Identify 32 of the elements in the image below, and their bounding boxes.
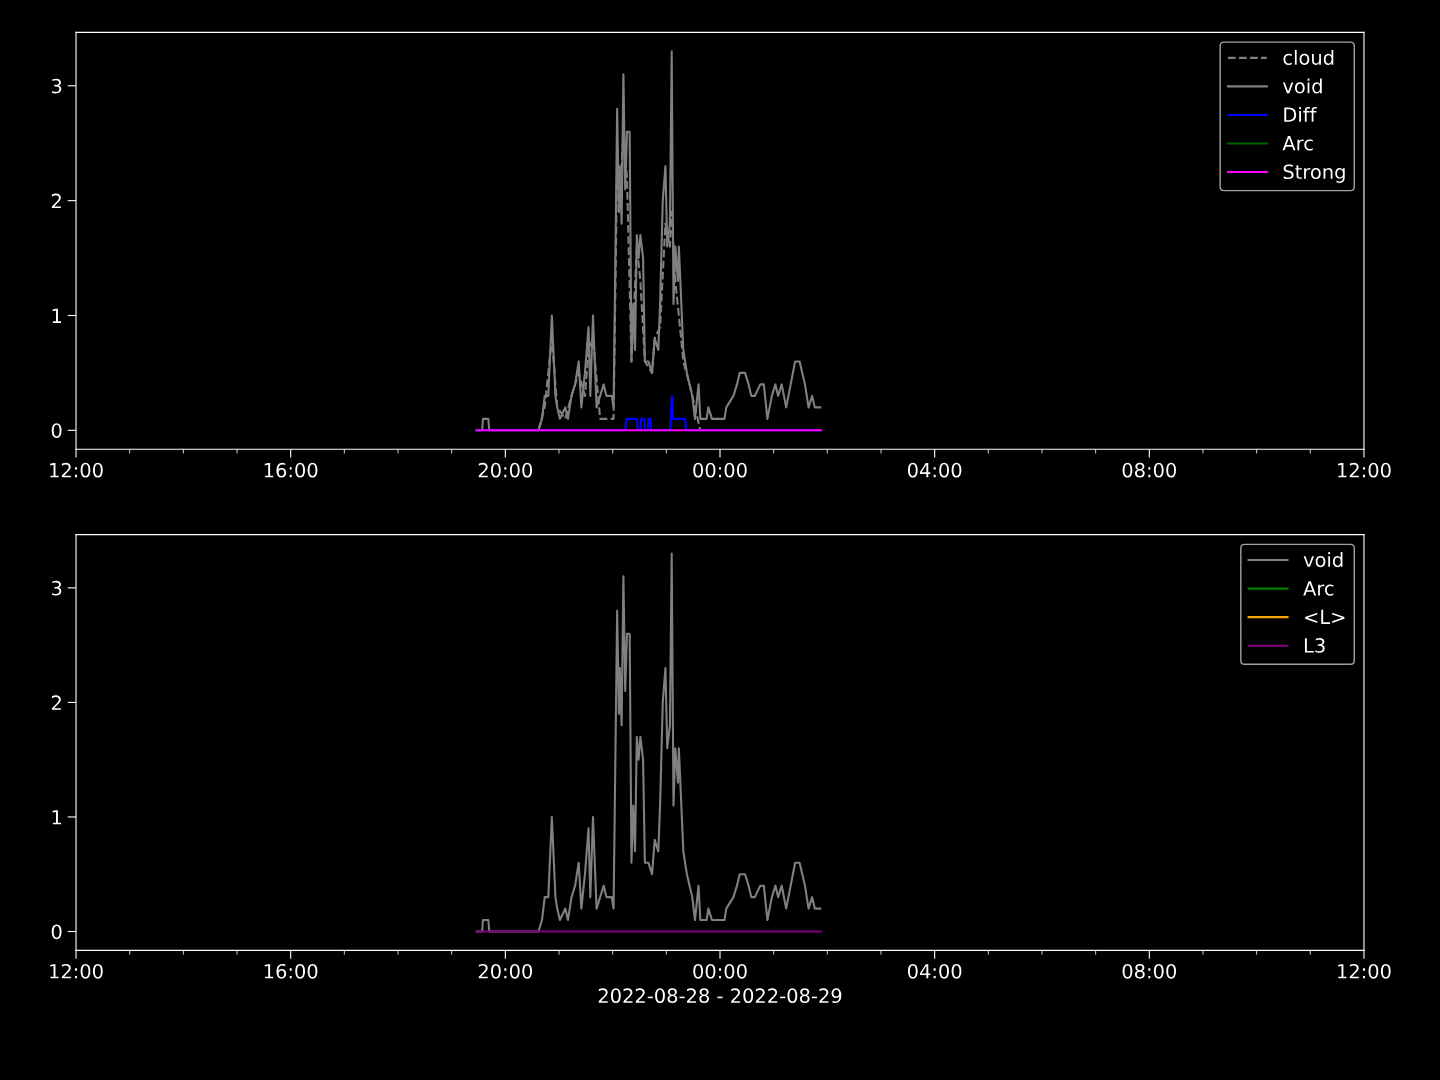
legend-label: <L> [1305,609,1345,624]
x-tick-label: 00:00 [693,462,747,478]
x-tick-label: 04:00 [907,462,962,478]
x-tick-label: 12:00 [50,462,103,478]
y-tick-label: 3 [51,78,62,94]
legend-label: Arc [1282,136,1313,151]
y-tick-label: 0 [51,924,62,940]
y-tick-label: 0 [51,423,62,438]
legend-label: cloud [1283,49,1334,65]
x-tick-label: 16:00 [264,963,318,979]
y-tick-label: 3 [51,580,62,596]
y-tick-label: 2 [51,193,61,209]
y-tick-label: 1 [52,308,62,323]
x-tick-label: 20:00 [478,462,533,478]
x-tick-label: 00:00 [693,963,747,979]
y-tick-label: 1 [52,810,62,825]
x-tick-label: 16:00 [264,462,318,478]
legend-label: Arc [1303,581,1334,596]
legend-label: void [1282,78,1322,94]
x-tick-label: 04:00 [907,963,962,979]
legend-label: L3 [1304,638,1325,653]
x-tick-label: 08:00 [1122,462,1177,478]
legend-label: void [1303,552,1343,568]
x-tick-label: 12:00 [1338,963,1391,979]
x-axis-title: 2022-08-28 - 2022-08-29 [598,988,842,1004]
x-tick-label: 08:00 [1122,963,1177,979]
legend-label: Diff [1284,106,1317,122]
legend-label: Strong [1283,164,1345,183]
x-tick-label: 12:00 [1338,462,1391,478]
x-tick-label: 12:00 [50,963,103,979]
y-tick-label: 2 [51,695,61,710]
x-tick-label: 20:00 [478,963,533,979]
